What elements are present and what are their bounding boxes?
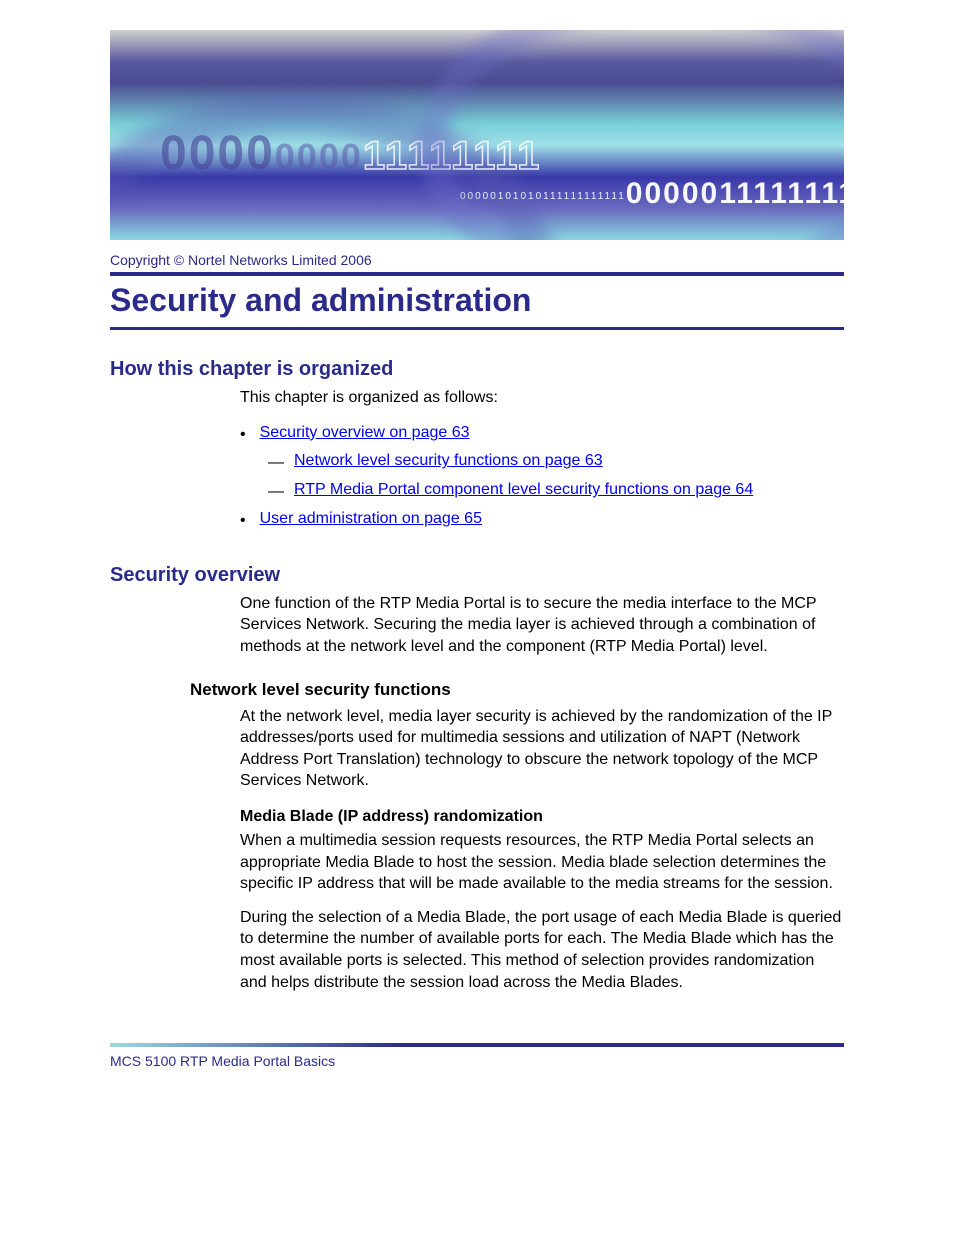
toc-subitem: — Network level security functions on pa…	[268, 449, 844, 478]
document-page: 0000000011111111 00000101010111111111111…	[0, 0, 954, 1119]
toc-subitem: — RTP Media Portal component level secur…	[268, 478, 844, 507]
toc-item: • User administration on page 65	[240, 507, 844, 536]
copyright-text: Copyright © Nortel Networks Limited 2006	[110, 252, 844, 268]
chapter-title: Security and administration	[110, 282, 844, 319]
toc-link-security-overview[interactable]: Security overview on page 63	[260, 421, 470, 445]
banner-glyph-zeros: 0000	[160, 127, 275, 180]
banner-glyph-outline2: 0000011111111	[626, 177, 844, 210]
banner-glyph-tiny: 00000101010111111111111	[460, 191, 626, 202]
section-heading-organized: How this chapter is organized	[110, 358, 844, 381]
rule-under-title	[110, 327, 844, 330]
dash-icon: —	[268, 478, 284, 507]
bullet-icon: •	[240, 507, 246, 536]
banner-glyph-outline: 11111111	[363, 134, 542, 178]
dash-icon: —	[268, 449, 284, 478]
organized-intro: This chapter is organized as follows:	[240, 387, 844, 409]
toc-item: • Security overview on page 63	[240, 421, 844, 450]
rule-top	[110, 272, 844, 276]
overview-body: One function of the RTP Media Portal is …	[240, 593, 844, 658]
banner-graphic-text: 0000000011111111 00000101010111111111111…	[160, 126, 844, 215]
subsubsection-heading-mediablade: Media Blade (IP address) randomization	[240, 808, 844, 826]
banner-glyph-mid: 0000	[275, 136, 363, 177]
toc-link-rtp-component[interactable]: RTP Media Portal component level securit…	[294, 478, 753, 502]
mediablade-p1: When a multimedia session requests resou…	[240, 830, 844, 895]
section-heading-overview: Security overview	[110, 564, 844, 587]
toc-list: • Security overview on page 63 — Network…	[240, 421, 844, 536]
bullet-icon: •	[240, 421, 246, 450]
header-banner: 0000000011111111 00000101010111111111111…	[110, 30, 844, 240]
mediablade-p2: During the selection of a Media Blade, t…	[240, 907, 844, 993]
toc-link-user-admin[interactable]: User administration on page 65	[260, 507, 482, 531]
footer-rule	[110, 1043, 844, 1047]
subsection-heading-network: Network level security functions	[190, 680, 844, 700]
footer-text: MCS 5100 RTP Media Portal Basics	[110, 1053, 844, 1069]
network-body: At the network level, media layer securi…	[240, 706, 844, 792]
toc-link-network-level[interactable]: Network level security functions on page…	[294, 449, 603, 473]
